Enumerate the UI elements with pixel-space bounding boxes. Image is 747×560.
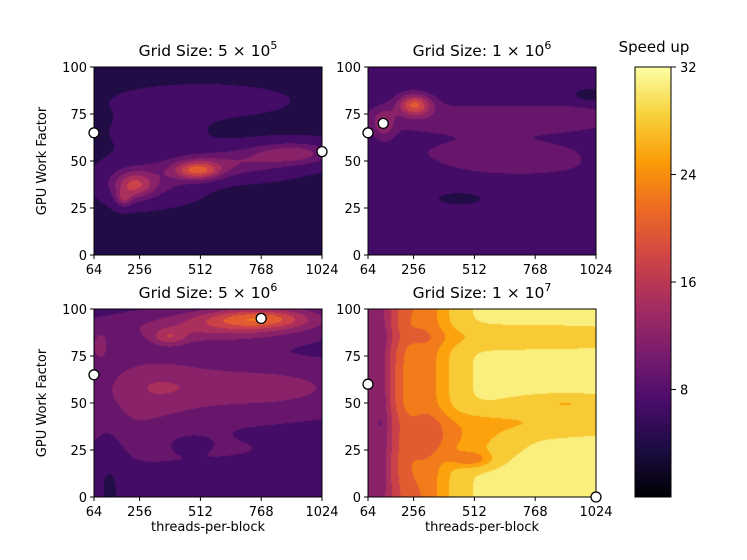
colorbar: Speed up 8 16 24 32 bbox=[619, 38, 697, 498]
x-tick-label: 768 bbox=[523, 263, 548, 278]
x-tick-label: 768 bbox=[523, 505, 548, 520]
contour-fill bbox=[94, 67, 322, 255]
colorbar-tick-label: 32 bbox=[680, 61, 697, 76]
y-tick-label: 0 bbox=[79, 249, 87, 264]
y-tick-label: 50 bbox=[344, 155, 361, 170]
x-tick-label: 1024 bbox=[305, 263, 338, 278]
panel-title-main: Grid Size: 5 × 10 bbox=[139, 42, 271, 60]
colorbar-title: Speed up bbox=[619, 38, 690, 56]
optimum-marker bbox=[88, 127, 100, 139]
optimum-marker bbox=[377, 117, 389, 130]
panel-title-exponent: 6 bbox=[270, 281, 277, 294]
y-tick-label: 75 bbox=[344, 350, 361, 365]
colorbar-tick-label: 24 bbox=[680, 169, 697, 184]
optimum-marker bbox=[362, 127, 374, 139]
panel-title: Grid Size: 1 × 107 bbox=[413, 281, 552, 302]
x-tick-label: 256 bbox=[401, 263, 426, 278]
x-tick-label: 64 bbox=[360, 263, 377, 278]
y-tick-label: 25 bbox=[344, 202, 361, 217]
panel-title-exponent: 6 bbox=[544, 39, 551, 52]
y-tick-label: 25 bbox=[344, 444, 361, 459]
contour-fill bbox=[368, 67, 596, 255]
x-tick-label: 512 bbox=[188, 505, 213, 520]
contour-fill bbox=[94, 309, 322, 497]
panel-title: Grid Size: 5 × 106 bbox=[139, 281, 278, 302]
x-tick-label: 256 bbox=[401, 505, 426, 520]
panel-title-exponent: 7 bbox=[544, 281, 551, 294]
y-tick-label: 0 bbox=[353, 491, 361, 506]
x-tick-label: 64 bbox=[360, 505, 377, 520]
x-tick-label: 64 bbox=[86, 505, 103, 520]
y-tick-label: 25 bbox=[70, 202, 87, 217]
x-tick-label: 256 bbox=[127, 263, 152, 278]
optimum-marker bbox=[590, 491, 602, 503]
panel-title-main: Grid Size: 1 × 10 bbox=[413, 42, 545, 60]
y-axis-label: GPU Work Factor bbox=[35, 348, 50, 457]
y-tick-label: 25 bbox=[70, 444, 87, 459]
optimum-marker bbox=[362, 378, 374, 390]
optimum-marker bbox=[255, 312, 267, 325]
colorbar-gradient bbox=[635, 67, 671, 497]
y-tick-label: 75 bbox=[70, 350, 87, 365]
x-axis-label: threads-per-block bbox=[151, 520, 265, 535]
panel-title-exponent: 5 bbox=[270, 39, 277, 52]
colorbar-tick-label: 8 bbox=[680, 384, 688, 399]
y-tick-label: 0 bbox=[353, 249, 361, 264]
colorbar-ticks: 8 16 24 32 bbox=[671, 61, 697, 399]
x-axis-label: threads-per-block bbox=[425, 520, 539, 535]
contour-fill bbox=[368, 309, 596, 497]
x-tick-label: 256 bbox=[127, 505, 152, 520]
panel-2: 64 256 512 768 1024 0 25 50 75 100 Grid Size: 1 × … bbox=[336, 39, 612, 278]
y-tick-label: 50 bbox=[344, 397, 361, 412]
y-tick-label: 0 bbox=[79, 491, 87, 506]
y-tick-label: 75 bbox=[70, 108, 87, 123]
optimum-marker bbox=[316, 145, 328, 158]
y-tick-label: 100 bbox=[62, 303, 87, 318]
y-tick-label: 100 bbox=[336, 303, 361, 318]
x-tick-label: 768 bbox=[249, 505, 274, 520]
y-tick-label: 100 bbox=[62, 61, 87, 76]
y-tick-label: 75 bbox=[344, 108, 361, 123]
y-tick-label: 50 bbox=[70, 397, 87, 412]
panel-4: 64 256 512 768 1024 0 25 50 75 100 Grid Size: 1 × … bbox=[336, 281, 612, 535]
x-tick-label: 64 bbox=[86, 263, 103, 278]
panel-title: Grid Size: 1 × 106 bbox=[413, 39, 552, 60]
colorbar-tick-label: 16 bbox=[680, 276, 697, 291]
y-axis-label: GPU Work Factor bbox=[35, 106, 50, 215]
x-tick-label: 1024 bbox=[305, 505, 338, 520]
x-tick-label: 512 bbox=[462, 505, 487, 520]
y-tick-label: 100 bbox=[336, 61, 361, 76]
panel-title-main: Grid Size: 1 × 10 bbox=[413, 284, 545, 302]
x-tick-label: 512 bbox=[462, 263, 487, 278]
x-tick-label: 512 bbox=[188, 263, 213, 278]
y-tick-label: 50 bbox=[70, 155, 87, 170]
x-tick-label: 1024 bbox=[579, 263, 612, 278]
panel-title-main: Grid Size: 5 × 10 bbox=[139, 284, 271, 302]
panel-title: Grid Size: 5 × 105 bbox=[139, 39, 278, 60]
panel-3: 64 256 512 768 1024 0 25 50 75 100 Grid Size: 5 × … bbox=[35, 281, 339, 535]
panel-1: 64 256 512 768 1024 0 25 50 75 100 Grid Size: 5 × … bbox=[35, 39, 339, 278]
x-tick-label: 768 bbox=[249, 263, 274, 278]
x-tick-label: 1024 bbox=[579, 505, 612, 520]
optimum-marker bbox=[88, 369, 100, 381]
